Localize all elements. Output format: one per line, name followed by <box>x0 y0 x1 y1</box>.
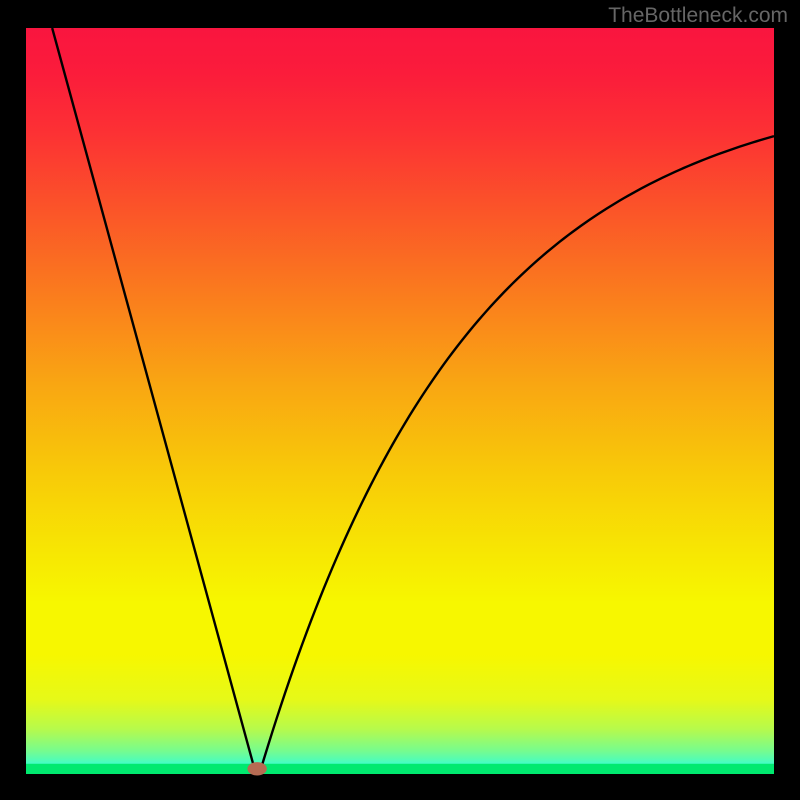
chart-root: TheBottleneck.com <box>0 0 800 800</box>
baseline-strip <box>26 764 774 774</box>
chart-svg <box>0 0 800 800</box>
min-marker <box>247 762 266 775</box>
plot-background <box>26 28 774 774</box>
